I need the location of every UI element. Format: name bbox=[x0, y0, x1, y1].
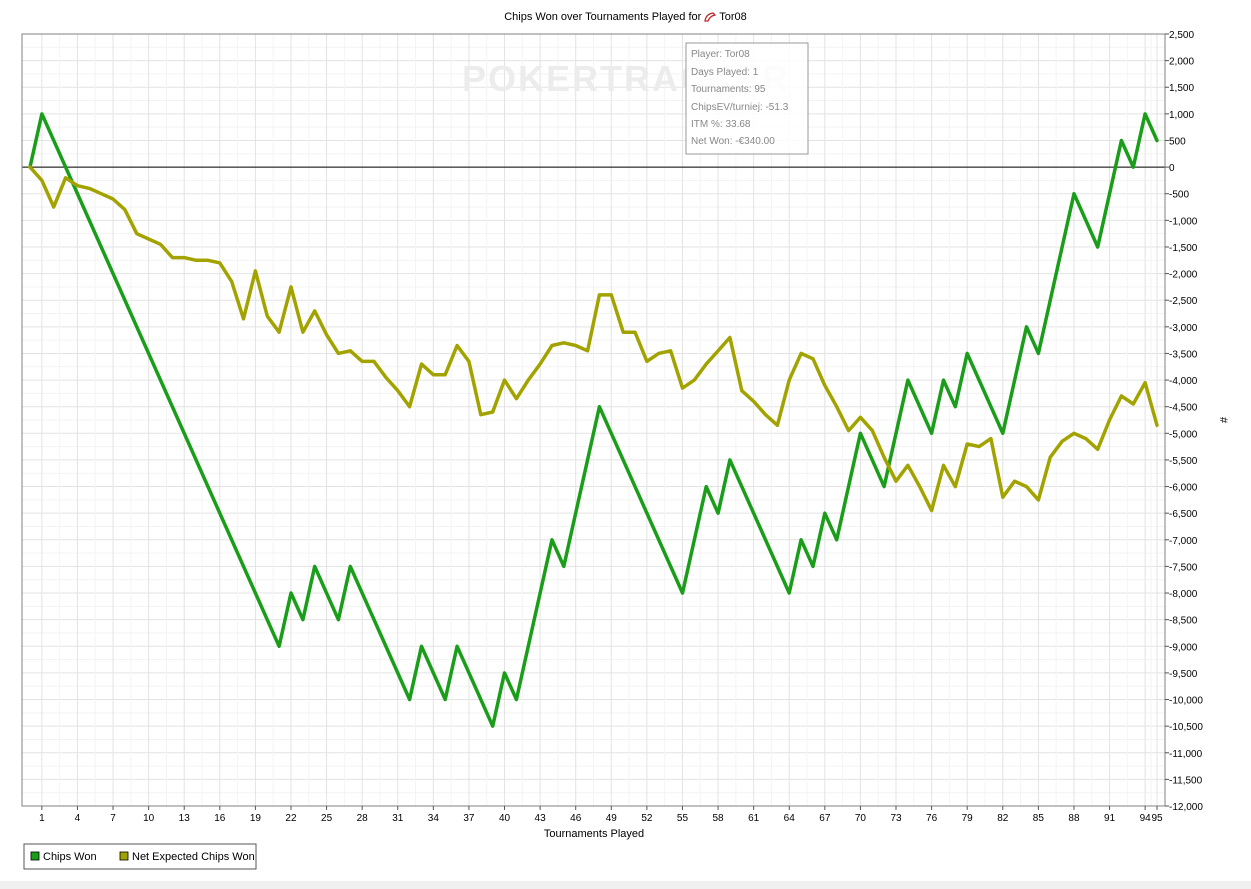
tooltip-days-played: Days Played: 1 bbox=[691, 67, 759, 78]
x-tick-label: 55 bbox=[677, 813, 689, 824]
y-tick-label: -3,000 bbox=[1169, 323, 1198, 334]
y-tick-label: -8,500 bbox=[1169, 616, 1198, 627]
tooltip-net-won: Net Won: -€340.00 bbox=[691, 136, 775, 147]
x-tick-label: 52 bbox=[641, 813, 653, 824]
y-tick-label: 500 bbox=[1169, 136, 1186, 147]
x-tick-label: 79 bbox=[962, 813, 974, 824]
y-tick-label: -1,000 bbox=[1169, 216, 1198, 227]
legend-label-net-expected: Net Expected Chips Won bbox=[132, 851, 255, 863]
x-tick-label: 19 bbox=[250, 813, 262, 824]
x-tick-label: 46 bbox=[570, 813, 582, 824]
site-logo-icon bbox=[704, 12, 717, 22]
x-tick-label: 85 bbox=[1033, 813, 1045, 824]
x-tick-label: 91 bbox=[1104, 813, 1116, 824]
tooltip-itm: ITM %: 33.68 bbox=[691, 119, 751, 130]
legend-label-chips-won: Chips Won bbox=[43, 851, 97, 863]
x-tick-label: 1 bbox=[39, 813, 45, 824]
legend-swatch-chips-won bbox=[30, 851, 40, 861]
tooltip-player: Player: Tor08 bbox=[691, 49, 750, 60]
x-tick-label: 95 bbox=[1151, 813, 1163, 824]
x-tick-label: 4 bbox=[75, 813, 81, 824]
x-tick-label: 82 bbox=[997, 813, 1009, 824]
y-tick-label: 1,500 bbox=[1169, 83, 1194, 94]
y-tick-label: -12,000 bbox=[1169, 802, 1203, 813]
info-tooltip: Player: Tor08 Days Played: 1 Tournaments… bbox=[685, 42, 809, 155]
x-axis: 1 4 7 10 13 16 19 22 25 28 31 34 37 40 43 46 49 52 55 58 61 6… bbox=[39, 806, 1163, 824]
x-tick-label: 49 bbox=[606, 813, 618, 824]
y-tick-label: -10,500 bbox=[1169, 722, 1203, 733]
y-tick-label: -8,000 bbox=[1169, 589, 1198, 600]
y-tick-label: -7,000 bbox=[1169, 536, 1198, 547]
y-tick-label: -1,500 bbox=[1169, 243, 1198, 254]
y-tick-label: -4,500 bbox=[1169, 403, 1198, 414]
y-tick-label: 0 bbox=[1169, 163, 1175, 174]
x-tick-label: 40 bbox=[499, 813, 511, 824]
y-tick-label: -2,000 bbox=[1169, 270, 1198, 281]
y-tick-label: -11,000 bbox=[1169, 749, 1203, 760]
tooltip-tournaments: Tournaments: 95 bbox=[691, 84, 766, 95]
x-tick-label: 76 bbox=[926, 813, 938, 824]
x-tick-label: 88 bbox=[1068, 813, 1080, 824]
x-tick-label: 25 bbox=[321, 813, 333, 824]
x-tick-label: 37 bbox=[463, 813, 475, 824]
y-tick-label: 2,000 bbox=[1169, 57, 1194, 68]
x-tick-label: 31 bbox=[392, 813, 404, 824]
y-tick-label: -10,000 bbox=[1169, 696, 1203, 707]
series bbox=[28, 112, 1159, 728]
x-axis-label: Tournaments Played bbox=[544, 828, 644, 840]
legend-swatch-net-expected bbox=[119, 851, 129, 861]
window-bottom-strip bbox=[0, 881, 1251, 889]
y-tick-label: -9,500 bbox=[1169, 669, 1198, 680]
chart-title-player: Tor08 bbox=[719, 11, 747, 23]
x-tick-label: 73 bbox=[890, 813, 902, 824]
y-tick-label: -11,500 bbox=[1169, 775, 1203, 786]
y-tick-label: -6,500 bbox=[1169, 509, 1198, 520]
y-tick-label: -500 bbox=[1169, 190, 1189, 201]
tooltip-chipsev: ChipsEV/turniej: -51.3 bbox=[691, 102, 789, 113]
y-axis: 2,500 2,000 1,500 1,000 500 0 -500 -1,000 -1,500… bbox=[1165, 30, 1203, 813]
y-tick-label: -5,500 bbox=[1169, 456, 1198, 467]
x-tick-label: 61 bbox=[748, 813, 760, 824]
y-tick-label: -7,500 bbox=[1169, 562, 1198, 573]
y-tick-label: -6,000 bbox=[1169, 483, 1198, 494]
x-tick-label: 28 bbox=[357, 813, 369, 824]
x-tick-label: 58 bbox=[713, 813, 725, 824]
x-tick-label: 43 bbox=[535, 813, 547, 824]
series-line-chips-won bbox=[28, 112, 1159, 728]
y-tick-label: -9,000 bbox=[1169, 642, 1198, 653]
y-tick-label: -5,000 bbox=[1169, 429, 1198, 440]
legend-frame bbox=[23, 843, 257, 870]
x-tick-label: 67 bbox=[819, 813, 831, 824]
series-line-net-expected bbox=[28, 165, 1159, 513]
y-tick-label: -4,000 bbox=[1169, 376, 1198, 387]
x-tick-label: 34 bbox=[428, 813, 440, 824]
chart-title-text: Chips Won over Tournaments Played for bbox=[504, 11, 702, 23]
y-axis-label: # bbox=[1217, 417, 1229, 424]
y-tick-label: -3,500 bbox=[1169, 349, 1198, 360]
x-tick-label: 22 bbox=[285, 813, 297, 824]
legend: Chips Won Net Expected Chips Won bbox=[23, 843, 257, 870]
x-tick-label: 10 bbox=[143, 813, 155, 824]
plot-frame bbox=[21, 33, 1166, 807]
x-tick-label: 7 bbox=[110, 813, 116, 824]
x-tick-label: 16 bbox=[214, 813, 226, 824]
x-tick-label: 94 bbox=[1140, 813, 1152, 824]
x-tick-label: 13 bbox=[179, 813, 191, 824]
y-tick-label: -2,500 bbox=[1169, 296, 1198, 307]
y-tick-label: 2,500 bbox=[1169, 30, 1194, 41]
chart-title: Chips Won over Tournaments Played for To… bbox=[0, 11, 1251, 23]
x-tick-label: 70 bbox=[855, 813, 867, 824]
x-tick-label: 64 bbox=[784, 813, 796, 824]
y-tick-label: 1,000 bbox=[1169, 110, 1194, 121]
grid bbox=[22, 33, 1165, 807]
